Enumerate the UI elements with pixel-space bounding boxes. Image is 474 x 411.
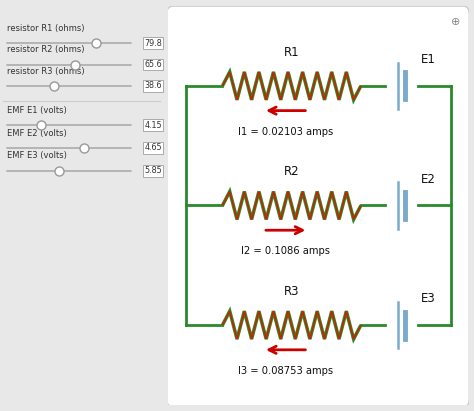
Text: resistor R1 (ohms): resistor R1 (ohms) [7, 24, 84, 33]
Text: R1: R1 [284, 46, 300, 59]
Text: EMF E2 (volts): EMF E2 (volts) [7, 129, 66, 138]
Text: I2 = 0.1086 amps: I2 = 0.1086 amps [241, 246, 330, 256]
Text: resistor R3 (ohms): resistor R3 (ohms) [7, 67, 84, 76]
Text: 4.15: 4.15 [144, 121, 162, 130]
Text: I1 = 0.02103 amps: I1 = 0.02103 amps [238, 127, 333, 136]
Text: E2: E2 [421, 173, 436, 186]
Text: EMF E1 (volts): EMF E1 (volts) [7, 106, 66, 115]
Text: resistor R2 (ohms): resistor R2 (ohms) [7, 45, 84, 54]
Text: 65.6: 65.6 [144, 60, 162, 69]
Text: E3: E3 [421, 292, 436, 305]
Text: R3: R3 [284, 285, 300, 298]
Text: R2: R2 [284, 165, 300, 178]
Text: 4.65: 4.65 [144, 143, 162, 152]
Text: ⊕: ⊕ [451, 17, 460, 27]
Text: EMF E3 (volts): EMF E3 (volts) [7, 151, 66, 160]
Text: I3 = 0.08753 amps: I3 = 0.08753 amps [238, 366, 333, 376]
FancyBboxPatch shape [167, 6, 469, 407]
Text: 38.6: 38.6 [145, 81, 162, 90]
Text: 5.85: 5.85 [144, 166, 162, 175]
Text: 79.8: 79.8 [144, 39, 162, 48]
Text: E1: E1 [421, 53, 436, 66]
